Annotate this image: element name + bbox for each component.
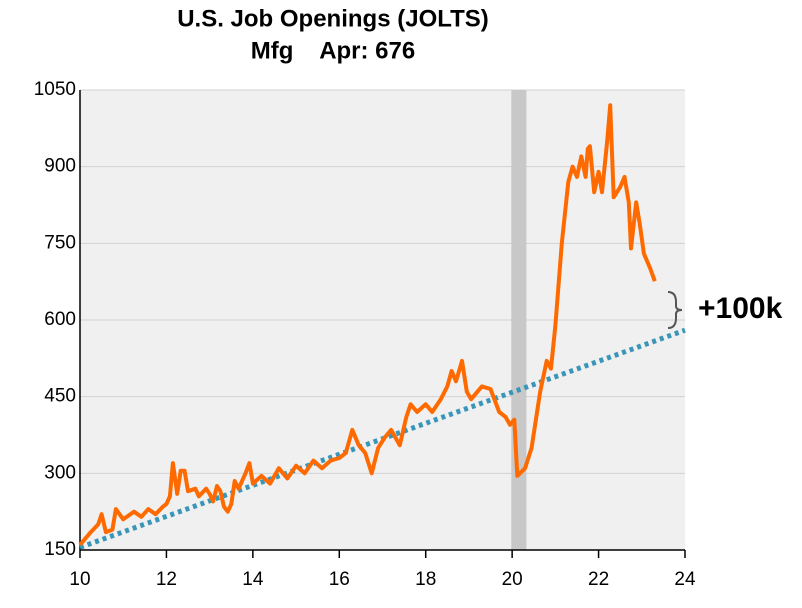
y-tick-label: 900 (44, 156, 76, 177)
x-tick-label: 14 (242, 569, 264, 590)
recession-shade (511, 90, 527, 550)
x-tick-label: 18 (415, 569, 436, 590)
x-tick-label: 24 (674, 569, 696, 590)
y-tick-label: 750 (44, 232, 76, 253)
chart-title: U.S. Job Openings (JOLTS) (177, 5, 489, 32)
bracket (667, 291, 683, 329)
x-tick-label: 10 (69, 569, 90, 590)
x-tick-label: 16 (329, 569, 350, 590)
plot-area: 150 300 450 600 750 900 1050 10 12 14 16 18 20 22 24 (34, 79, 696, 590)
y-tick-label: 300 (44, 462, 76, 483)
chart-subtitle: Mfg Apr: 676 (251, 37, 415, 64)
y-tick-label: 600 (44, 309, 76, 330)
y-tick-label: 1050 (34, 79, 76, 100)
y-tick-label: 450 (44, 386, 76, 407)
x-tick-label: 22 (588, 569, 609, 590)
x-tick-label: 12 (156, 569, 177, 590)
x-tick-label: 20 (502, 569, 523, 590)
y-tick-label: 150 (44, 539, 76, 560)
series-line (78, 103, 657, 547)
annotation: +100k (698, 292, 783, 325)
